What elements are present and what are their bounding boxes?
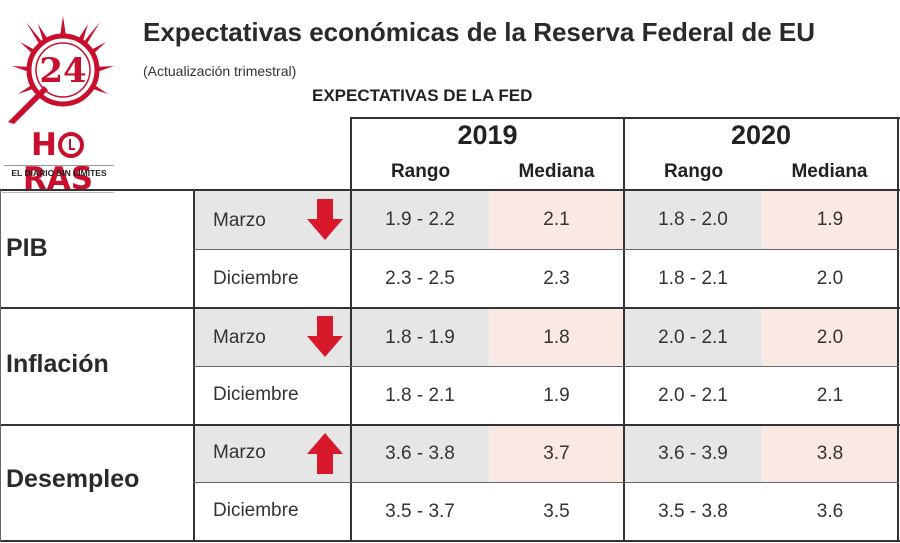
logo-seal: 24 <box>8 16 114 124</box>
cell-desempleo-diciembre-median-2020: 3.6 <box>816 500 844 522</box>
arrow-down-icon <box>307 199 343 240</box>
cell-desempleo-marzo-range-2020: 3.6 - 3.9 <box>624 426 762 482</box>
month-label: Diciembre <box>213 384 299 405</box>
cell-desempleo-diciembre-range-2019: 3.5 - 3.7 <box>385 500 455 522</box>
month-label: Marzo <box>213 210 266 231</box>
cell-desempleo-marzo-range-2019: 3.6 - 3.8 <box>351 426 489 482</box>
table-heading: EXPECTATIVAS DE LA FED <box>312 86 533 105</box>
logo-wordmark: HRAS <box>22 127 94 197</box>
cell-inflacion-diciembre-range-2020: 2.0 - 2.1 <box>658 384 728 406</box>
logo-number: 24 <box>39 51 86 91</box>
cell-desempleo-diciembre-median-2019: 3.5 <box>543 500 570 522</box>
cell-pib-diciembre-median-2019: 2.3 <box>543 267 570 289</box>
month-label: Marzo <box>213 442 266 463</box>
col-header-range-2020: Rango <box>663 161 724 182</box>
clock-icon <box>57 132 84 158</box>
grid-line <box>350 117 352 542</box>
logo-divider <box>2 192 114 193</box>
col-header-median-2020: Mediana <box>791 161 868 182</box>
category-inflacion: Inflación <box>6 350 109 378</box>
cell-inflacion-diciembre-median-2020: 2.1 <box>816 384 844 406</box>
page-title: Expectativas económicas de la Reserva Fe… <box>143 17 816 47</box>
cell-inflacion-marzo-median-2020: 2.0 <box>762 309 898 366</box>
month-label: Diciembre <box>213 500 299 521</box>
col-header-median-2019: Mediana <box>518 161 595 182</box>
cell-pib-diciembre-range-2019: 2.3 - 2.5 <box>385 267 455 289</box>
logo-24-horas: 24 HRAS EL DIARIO SIN LÍMITES <box>2 14 122 196</box>
year-header-2019: 2019 <box>457 120 518 150</box>
month-label: Diciembre <box>213 268 299 289</box>
grid-line <box>0 307 900 309</box>
cell-inflacion-diciembre-median-2019: 1.9 <box>543 384 570 406</box>
arrow-up-icon <box>307 433 343 474</box>
month-label: Marzo <box>213 327 266 348</box>
cell-inflacion-marzo-range-2020: 2.0 - 2.1 <box>624 309 762 366</box>
grid-line <box>193 366 899 367</box>
arrow-down-icon <box>307 316 343 357</box>
cell-pib-marzo-range-2020: 1.8 - 2.0 <box>624 191 762 249</box>
page-subtitle: (Actualización trimestral) <box>143 63 297 79</box>
cell-inflacion-marzo-range-2019: 1.8 - 1.9 <box>351 309 489 366</box>
category-pib: PIB <box>6 234 48 262</box>
col-header-range-2019: Rango <box>390 161 451 182</box>
grid-line <box>193 249 899 250</box>
grid-line <box>0 189 900 191</box>
logo-tagline: EL DIARIO SIN LÍMITES <box>4 165 114 178</box>
cell-desempleo-marzo-median-2020: 3.8 <box>762 426 898 482</box>
grid-line <box>193 482 899 483</box>
cell-pib-marzo-range-2019: 1.9 - 2.2 <box>351 191 489 249</box>
year-header-2020: 2020 <box>730 120 792 150</box>
grid-line <box>0 540 900 542</box>
cell-pib-marzo-median-2019: 2.1 <box>489 191 624 249</box>
grid-line <box>0 424 900 426</box>
cell-desempleo-diciembre-range-2020: 3.5 - 3.8 <box>658 500 728 522</box>
cell-inflacion-diciembre-range-2019: 1.8 - 2.1 <box>385 384 455 406</box>
grid-line <box>350 117 900 119</box>
cell-desempleo-marzo-median-2019: 3.7 <box>489 426 624 482</box>
grid-line <box>897 117 899 542</box>
category-desempleo: Desempleo <box>6 465 140 493</box>
cell-pib-diciembre-median-2020: 2.0 <box>816 267 844 289</box>
grid-line <box>0 190 1 542</box>
grid-line <box>623 117 625 542</box>
cell-pib-marzo-median-2020: 1.9 <box>762 191 898 249</box>
cell-pib-diciembre-range-2020: 1.8 - 2.1 <box>658 267 728 289</box>
cell-inflacion-marzo-median-2019: 1.8 <box>489 309 624 366</box>
